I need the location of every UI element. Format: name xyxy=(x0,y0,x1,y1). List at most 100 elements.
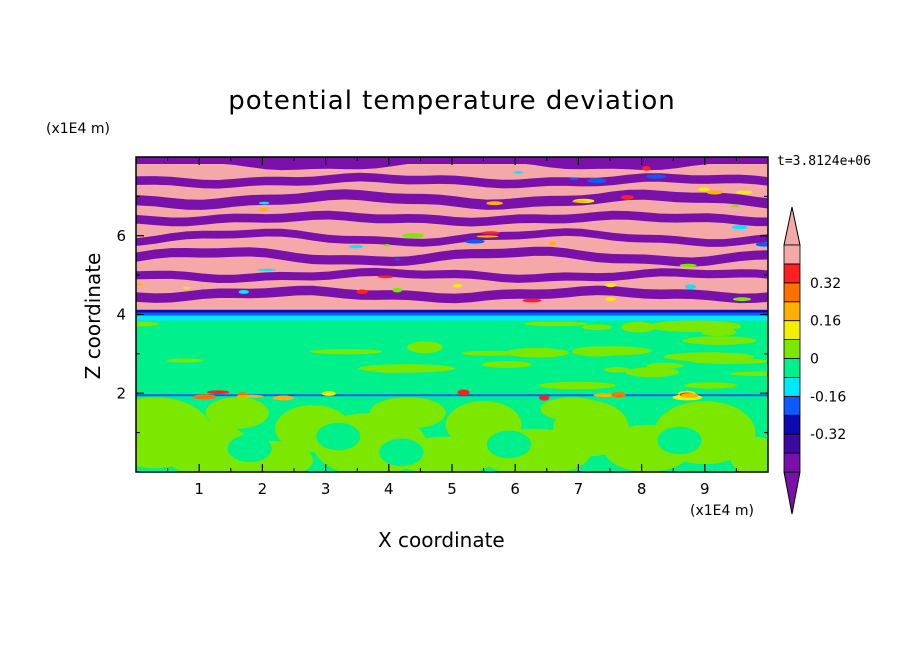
edge-fleck xyxy=(731,225,748,230)
lime-patch xyxy=(205,397,269,429)
edge-fleck xyxy=(732,297,752,302)
colorbar-extend-bottom xyxy=(783,471,801,515)
edge-fleck xyxy=(679,263,697,268)
edge-fleck xyxy=(486,201,503,206)
edge-fleck xyxy=(348,244,363,249)
lime-streak xyxy=(523,321,589,327)
y-tick-label: 2 xyxy=(116,384,126,402)
boundary-spot xyxy=(539,394,550,401)
edge-fleck xyxy=(685,284,696,290)
colorbar-label: 0.32 xyxy=(810,276,841,292)
colorbar-swatch xyxy=(783,301,801,322)
lime-streak xyxy=(538,381,616,390)
purple-band xyxy=(136,228,768,247)
lime-streak xyxy=(603,367,631,373)
x-tick-label: 3 xyxy=(321,480,331,498)
colorbar-swatch xyxy=(783,358,801,378)
lime-patch xyxy=(730,436,768,472)
seagreen-patch xyxy=(379,438,424,467)
edge-fleck xyxy=(402,233,424,239)
boundary-spot xyxy=(321,391,336,396)
edge-fleck xyxy=(620,195,634,200)
contour-field xyxy=(136,157,768,472)
edge-fleck xyxy=(642,166,651,171)
edge-fleck xyxy=(356,289,368,295)
colorbar-swatch xyxy=(783,452,801,473)
x-tick-label: 9 xyxy=(700,480,710,498)
colorbar-swatch xyxy=(783,377,801,397)
lime-patch xyxy=(540,397,604,421)
navy-band xyxy=(136,309,768,315)
lime-streak xyxy=(481,361,533,368)
x-tick-label: 2 xyxy=(258,480,268,498)
colorbar-swatch xyxy=(783,414,801,435)
colorbar-extend-top xyxy=(783,206,801,246)
x-axis-title: X coordinate xyxy=(378,528,505,552)
purple-band xyxy=(136,189,768,210)
lime-streak xyxy=(682,336,757,345)
x-axis-unit: (x1E4 m) xyxy=(690,503,754,519)
colorbar-swatch xyxy=(783,244,801,265)
edge-fleck xyxy=(730,205,740,208)
x-tick-label: 7 xyxy=(574,480,584,498)
lime-streak xyxy=(621,321,656,333)
colorbar-label: 0 xyxy=(810,352,819,368)
time-label: t=3.8124e+06 xyxy=(777,154,871,169)
edge-fleck xyxy=(605,297,616,301)
lime-streak xyxy=(166,358,204,363)
edge-fleck xyxy=(257,268,277,272)
colorbar-label: 0.16 xyxy=(810,314,841,330)
edge-fleck xyxy=(522,298,542,303)
lime-streak xyxy=(461,350,519,356)
boundary-spot xyxy=(681,393,699,399)
y-axis-unit: (x1E4 m) xyxy=(46,121,110,137)
purple-band xyxy=(136,285,768,304)
edge-fleck xyxy=(183,286,191,289)
edge-fleck xyxy=(513,171,523,174)
edge-fleck xyxy=(549,241,557,246)
x-tick-label: 1 xyxy=(194,480,204,498)
lime-streak xyxy=(625,367,680,378)
boundary-spot xyxy=(236,394,264,398)
edge-fleck xyxy=(481,231,500,235)
colorbar-swatch xyxy=(783,339,801,359)
edge-fleck xyxy=(258,201,270,205)
lime-streak xyxy=(365,365,419,373)
lime-streak xyxy=(136,321,160,327)
edge-fleck xyxy=(258,207,269,212)
colorbar-swatch xyxy=(783,395,801,416)
lime-streak xyxy=(648,320,742,333)
colorbar-swatch xyxy=(783,320,801,340)
x-tick-label: 6 xyxy=(510,480,520,498)
colorbar xyxy=(783,206,801,515)
purple-band xyxy=(136,210,768,227)
boundary-spot xyxy=(272,395,294,401)
colorbar-swatch xyxy=(783,282,801,303)
lime-streak xyxy=(574,346,652,356)
purple-band xyxy=(136,246,768,267)
cyan-band xyxy=(136,314,768,321)
edge-fleck xyxy=(698,187,710,192)
edge-fleck xyxy=(645,174,667,179)
boundary-spot xyxy=(592,393,617,398)
boundary-spot xyxy=(611,392,627,398)
edge-fleck xyxy=(377,275,394,279)
lime-streak xyxy=(728,371,768,376)
x-tick-label: 8 xyxy=(637,480,647,498)
edge-fleck xyxy=(586,178,607,184)
seagreen-patch xyxy=(486,430,531,459)
edge-fleck xyxy=(605,282,617,288)
x-tick-label: 4 xyxy=(384,480,394,498)
boundary-spot xyxy=(206,390,230,395)
lime-streak xyxy=(683,382,737,389)
edge-fleck xyxy=(476,235,499,238)
colorbar-swatch xyxy=(783,263,801,284)
edge-fleck xyxy=(136,283,144,286)
edge-fleck xyxy=(383,243,391,247)
boundary-spot xyxy=(192,394,217,400)
seagreen-patch xyxy=(657,426,702,455)
lime-streak xyxy=(505,347,569,358)
seagreen-patch xyxy=(227,434,272,463)
edge-fleck xyxy=(572,200,588,203)
